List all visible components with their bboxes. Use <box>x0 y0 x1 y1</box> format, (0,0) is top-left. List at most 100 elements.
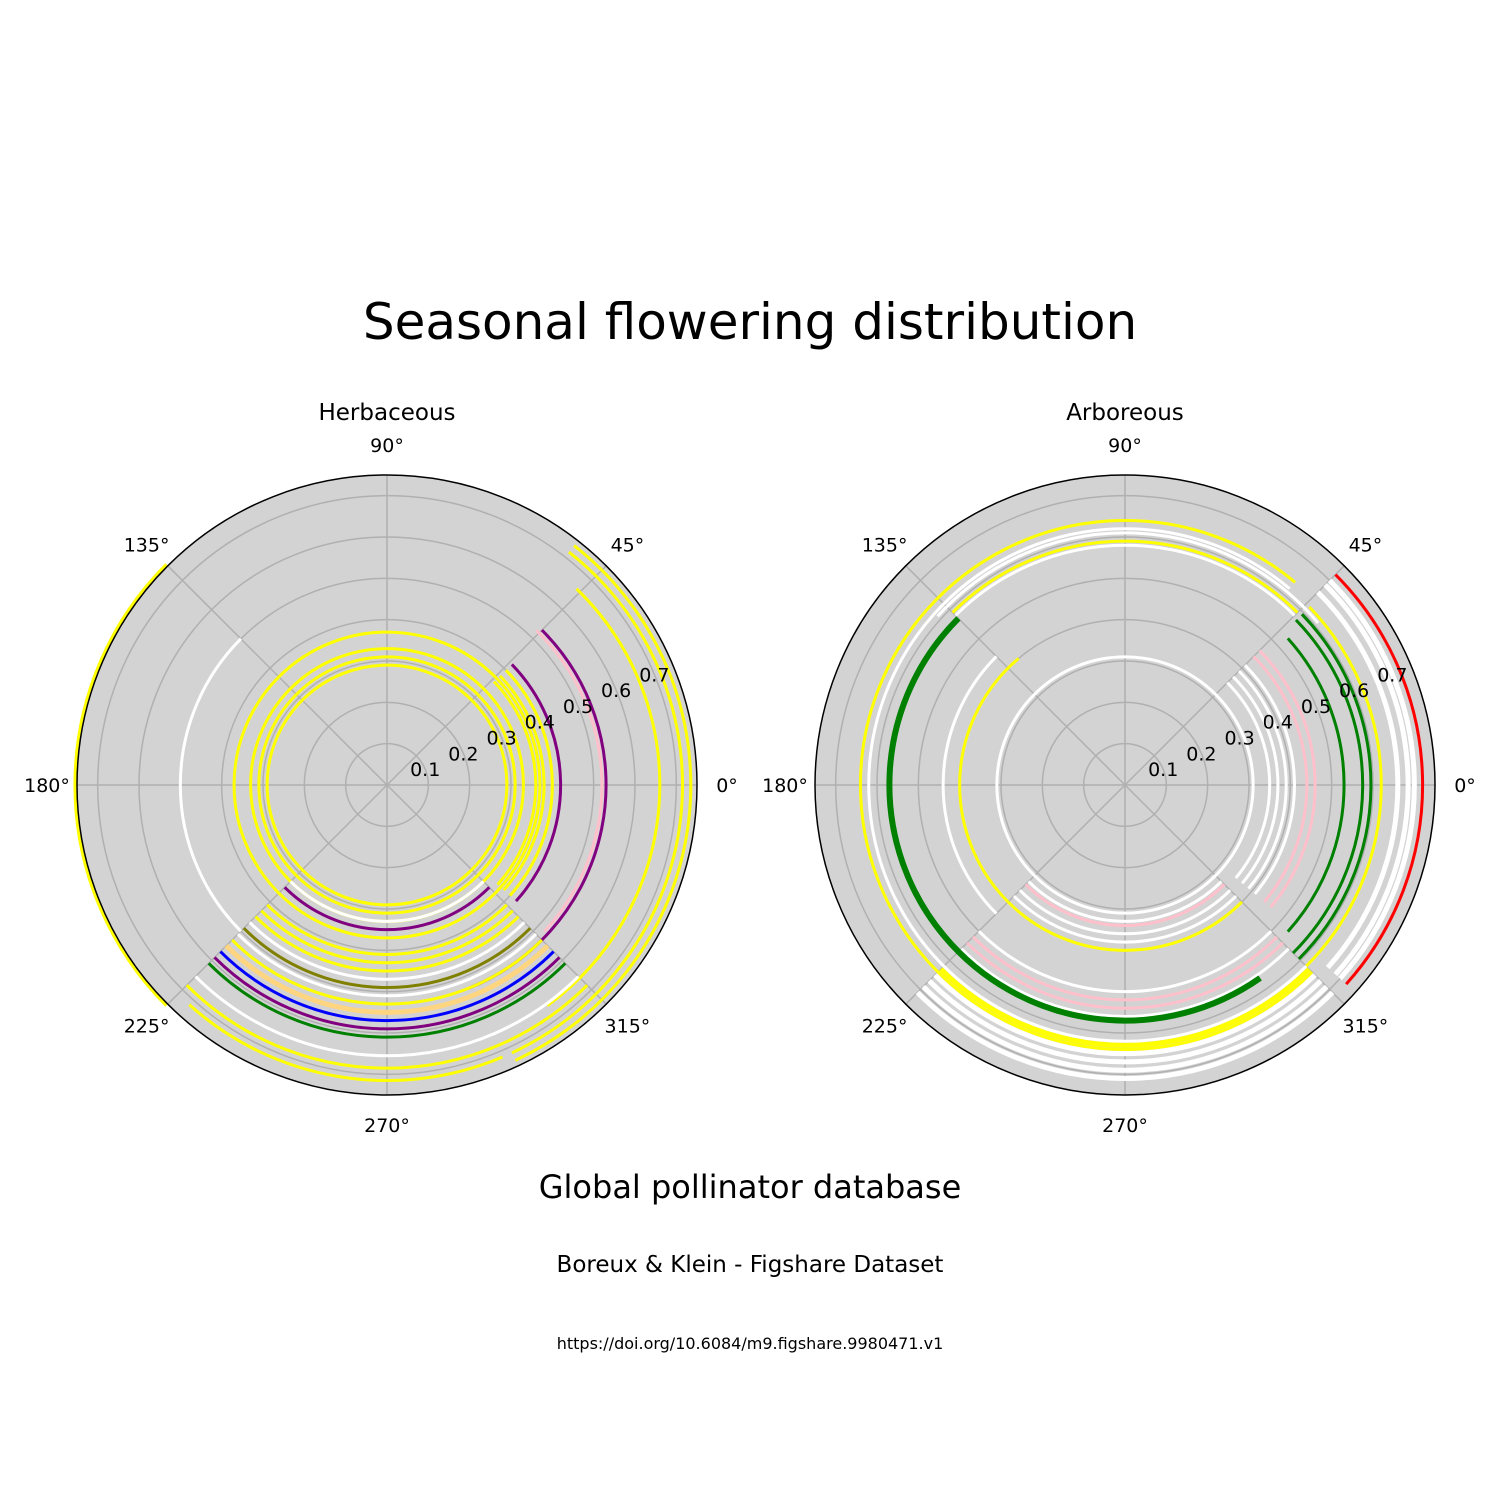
radial-tick-label: 0.7 <box>1377 664 1407 686</box>
flowering-arc <box>971 935 1279 1002</box>
angle-tick-label: 90° <box>1108 435 1142 457</box>
radial-tick-label: 0.2 <box>1186 743 1216 765</box>
flowering-arc <box>511 550 685 1055</box>
angle-tick-label: 270° <box>364 1115 410 1137</box>
flowering-arc <box>977 930 1273 994</box>
flowering-arc <box>1316 590 1401 970</box>
figure-credit: Boreux & Klein - Figshare Dataset <box>556 1252 944 1278</box>
flowering-arc <box>939 967 1311 1048</box>
flowering-arc <box>1297 613 1373 960</box>
flowering-arc <box>265 663 509 907</box>
angle-tick-label: 90° <box>370 435 404 457</box>
flowering-arc <box>1007 900 1243 952</box>
flowering-arc <box>1286 637 1346 933</box>
flowering-arc <box>995 655 1255 915</box>
angle-tick-label: 45° <box>611 535 645 557</box>
radial-tick-label: 0.1 <box>410 759 440 781</box>
flowering-arc <box>260 909 514 965</box>
flowering-arc <box>941 655 998 915</box>
flowering-arc <box>921 984 1329 1073</box>
angle-tick-label: 0° <box>716 775 738 797</box>
flowering-arc <box>1305 605 1383 968</box>
flowering-arc <box>1334 573 1425 986</box>
flowering-arc <box>178 637 242 933</box>
angular-gridline <box>905 565 1126 786</box>
flowering-arc <box>232 630 542 940</box>
flowering-arc <box>185 984 589 1070</box>
flowering-arc <box>242 927 532 989</box>
flowering-arc <box>1232 675 1280 885</box>
flowering-arc <box>188 1003 504 1082</box>
flowering-arc <box>257 655 517 915</box>
radial-tick-label: 0.4 <box>1263 712 1293 734</box>
flowering-arc <box>231 938 543 1006</box>
flowering-arc <box>1258 649 1317 909</box>
flowering-arc <box>951 539 1299 614</box>
radial-tick-label: 0.7 <box>639 664 669 686</box>
flowering-arc <box>915 990 1335 1081</box>
angle-tick-label: 135° <box>124 535 170 557</box>
flowering-arc <box>1323 583 1411 977</box>
flowering-arc <box>248 921 526 981</box>
angular-gridline <box>167 565 388 786</box>
flowering-arc <box>1024 883 1226 927</box>
flowering-arc <box>1243 664 1296 895</box>
angle-tick-label: 135° <box>862 535 908 557</box>
flowering-arc <box>927 979 1323 1065</box>
flowering-arc <box>266 903 508 956</box>
flowering-arc <box>1226 681 1272 879</box>
flowering-arc <box>236 932 538 998</box>
figure-doi: https://doi.org/10.6084/m9.figshare.9980… <box>556 1334 944 1353</box>
flowering-arc <box>867 527 1308 1043</box>
panel-title-herbaceous: Herbaceous <box>318 400 456 426</box>
flowering-arc <box>859 518 1314 1051</box>
angular-gridline <box>386 784 607 1005</box>
flowering-arc <box>219 950 555 1023</box>
radial-tick-label: 0.2 <box>448 743 478 765</box>
figure-title: Seasonal flowering distribution <box>362 293 1138 351</box>
angle-tick-label: 45° <box>1349 535 1383 557</box>
angle-tick-label: 225° <box>862 1015 908 1037</box>
flowering-arc <box>1291 618 1365 955</box>
polar-axes-arboreous: 0.1 0.2 0.3 0.4 0.5 0.6 0.7 0° 45° 90° 135° 180° 225… <box>762 435 1476 1137</box>
flowering-arc <box>492 680 538 886</box>
flowering-arc <box>73 563 168 1007</box>
flowering-arc <box>254 915 520 973</box>
radial-tick-label: 0.5 <box>563 696 593 718</box>
flowering-arc <box>1012 895 1238 944</box>
flowering-arc <box>1237 669 1288 890</box>
flowering-arc <box>546 587 662 1007</box>
angular-gridline <box>386 565 607 786</box>
flowering-arc <box>194 975 580 1058</box>
flowering-arc <box>933 973 1317 1057</box>
angle-tick-label: 315° <box>1343 1015 1389 1037</box>
flowering-arc <box>966 941 1284 1010</box>
angle-tick-label: 270° <box>1102 1115 1148 1137</box>
polar-spine <box>814 474 1436 1096</box>
angular-gridline <box>1124 784 1345 1005</box>
flowering-arc <box>510 663 563 903</box>
flowering-arc <box>283 886 491 932</box>
panel-title-arboreous: Arboreous <box>1066 400 1184 426</box>
radial-tick-label: 0.1 <box>1148 759 1178 781</box>
angle-tick-label: 225° <box>124 1015 170 1037</box>
flowering-arc <box>1327 578 1417 981</box>
angular-gridline <box>167 784 388 1005</box>
flowering-arc <box>514 544 693 1062</box>
angle-tick-label: 180° <box>24 775 70 797</box>
flowering-arc <box>289 880 485 923</box>
radial-tick-label: 0.3 <box>486 728 516 750</box>
flowering-arc <box>1027 880 1223 923</box>
polar-spine <box>76 474 698 1096</box>
radial-tick-label: 0.3 <box>1224 728 1254 750</box>
figure-subtitle: Global pollinator database <box>538 1168 962 1206</box>
radial-tick-label: 0.6 <box>601 680 631 702</box>
flowering-arc <box>960 947 1290 1018</box>
flowering-arc <box>498 674 546 892</box>
flowering-arc <box>954 543 1296 617</box>
angle-tick-label: 315° <box>605 1015 651 1037</box>
radial-tick-label: 0.6 <box>1339 680 1369 702</box>
radial-tick-label: 0.5 <box>1301 696 1331 718</box>
radial-tick-label: 0.4 <box>525 712 555 734</box>
